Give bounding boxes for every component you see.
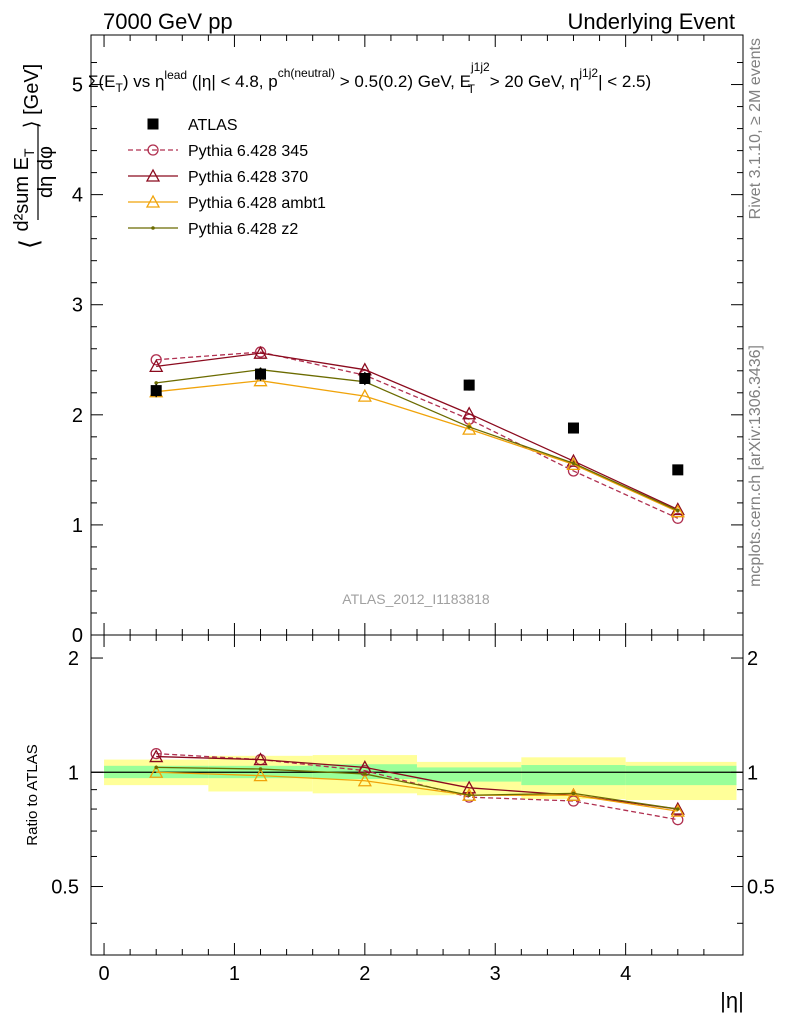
ratio-point-p345-4 xyxy=(567,795,580,807)
legend-marker-p370 xyxy=(145,168,161,182)
main-series-layer xyxy=(149,345,685,524)
ratio-xtick-label: 3 xyxy=(490,963,501,985)
svg-text:dη dφ: dη dφ xyxy=(35,146,57,198)
point-z2-4 xyxy=(571,461,576,466)
point-p370-4 xyxy=(566,453,581,467)
rivet-label: Rivet 3.1.10, ≥ 2M events xyxy=(747,38,764,219)
mcplots-label: mcplots.cern.ch [arXiv:1306.3436] xyxy=(747,345,764,587)
header-left: 7000 GeV pp xyxy=(103,9,233,34)
svg-text:⟨: ⟨ xyxy=(14,239,44,249)
ratio-point-ambt1-2 xyxy=(357,773,372,787)
point-p370-1 xyxy=(253,345,268,359)
header-right: Underlying Event xyxy=(567,9,735,34)
ratio-point-ambt1-5 xyxy=(670,803,685,817)
ratio-point-ambt1-1 xyxy=(253,768,268,782)
atlas-point-3 xyxy=(463,379,475,391)
ratio-xtick-label: 2 xyxy=(359,963,370,985)
ratio-xtick-label: 4 xyxy=(620,963,631,985)
ratio-point-ambt1-4 xyxy=(566,787,581,801)
band-inner-4 xyxy=(521,765,626,786)
atlas-point-4 xyxy=(567,422,579,434)
band-inner-3 xyxy=(417,767,522,782)
ratio-point-z2-3 xyxy=(467,793,471,798)
point-z2-5 xyxy=(676,508,680,513)
main-ytick-label: 5 xyxy=(72,75,83,97)
plot-title: Σ(ET) vs ηlead (|η| < 4.8, pch(neutral) … xyxy=(88,60,651,96)
point-p345-0 xyxy=(150,354,162,366)
ratio-ylabel: Ratio to ATLAS xyxy=(24,744,41,845)
main-ytick-label: 2 xyxy=(72,405,83,427)
atlas-point-5 xyxy=(672,464,684,476)
ratio-point-z2-4 xyxy=(571,791,576,796)
point-p345-5 xyxy=(672,512,684,524)
svg-text:⟩ [GeV]: ⟩ [GeV] xyxy=(21,64,43,129)
point-ambt1-4 xyxy=(566,457,581,471)
point-p370-3 xyxy=(462,406,477,420)
ratio-xlabel: |η| xyxy=(720,988,744,1013)
ratio-ytick-label-right: 2 xyxy=(747,648,758,670)
ratio-point-z2-5 xyxy=(676,807,680,811)
ratio-line-z2 xyxy=(156,766,678,810)
legend-marker-ambt1 xyxy=(145,194,161,208)
ratio-ytick-label-right: 0.5 xyxy=(747,877,775,899)
point-ambt1-5 xyxy=(670,504,685,518)
ratio-point-p370-1 xyxy=(253,752,268,766)
ratio-ytick-label: 2 xyxy=(68,648,79,670)
band-inner-2 xyxy=(312,764,417,780)
ratio-point-p370-3 xyxy=(462,780,477,794)
ratio-line-ambt1 xyxy=(156,771,678,812)
legend-label-z2: Pythia 6.428 z2 xyxy=(188,221,298,238)
ratio-point-p345-0 xyxy=(150,747,162,760)
legend: ATLAS Pythia 6.428 345 Pythia 6.428 370 Pyt… xyxy=(128,117,326,238)
main-ytick-label: 0 xyxy=(72,625,83,647)
main-axes: 0 1 2 3 4 5 xyxy=(72,34,744,647)
ratio-point-z2-1 xyxy=(258,767,263,771)
legend-label-p370: Pythia 6.428 370 xyxy=(188,169,308,186)
legend-label-atlas: ATLAS xyxy=(188,117,238,134)
main-ytick-label: 1 xyxy=(72,515,83,537)
main-ytick-label: 4 xyxy=(72,185,83,207)
point-z2-0 xyxy=(154,381,158,385)
point-ambt1-1 xyxy=(253,373,268,387)
point-ambt1-2 xyxy=(357,388,372,402)
main-ytick-label: 3 xyxy=(72,295,83,317)
band-inner-5 xyxy=(625,765,737,786)
point-z2-3 xyxy=(467,425,471,429)
main-ylabel: ⟨ d²sum ET dη dφ ⟩ [GeV] xyxy=(11,64,57,249)
ratio-xtick-label: 0 xyxy=(98,963,109,985)
legend-label-ambt1: Pythia 6.428 ambt1 xyxy=(188,195,326,212)
ratio-ytick-label-right: 1 xyxy=(747,762,758,784)
legend-label-p345: Pythia 6.428 345 xyxy=(188,143,308,160)
svg-text:d²sum ET: d²sum ET xyxy=(11,148,37,231)
legend-marker-p345 xyxy=(147,144,159,156)
series-line-ambt1 xyxy=(156,380,679,513)
analysis-watermark: ATLAS_2012_I1183818 xyxy=(342,591,490,607)
series-line-p345 xyxy=(156,351,679,519)
ratio-ytick-label: 0.5 xyxy=(51,877,79,899)
series-line-z2 xyxy=(156,369,679,512)
ratio-series-layer xyxy=(149,747,685,826)
ratio-xtick-label: 1 xyxy=(229,963,240,985)
atlas-point-2 xyxy=(359,372,371,384)
legend-marker-z2 xyxy=(151,226,155,230)
point-p370-0 xyxy=(149,359,164,373)
ratio-point-p370-0 xyxy=(149,749,164,763)
ratio-ytick-label: 1 xyxy=(68,762,79,784)
ratio-point-z2-0 xyxy=(154,765,158,770)
atlas-point-0 xyxy=(150,385,162,397)
ratio-point-ambt1-0 xyxy=(149,764,164,778)
legend-marker-atlas xyxy=(147,118,159,130)
ratio-axes: 0.5 0.5 1 1 2 2 0 1 2 3 4 xyxy=(51,634,775,985)
series-line-p370 xyxy=(156,352,679,511)
atlas-point-1 xyxy=(255,368,267,380)
ratio-point-z2-2 xyxy=(363,772,367,776)
